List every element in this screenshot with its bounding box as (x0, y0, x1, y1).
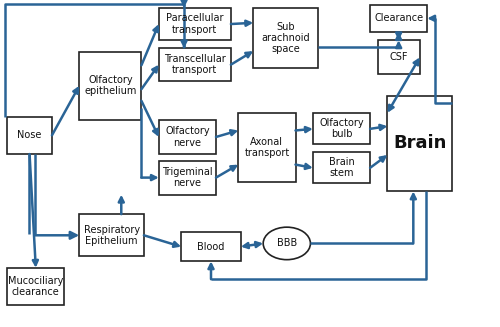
FancyBboxPatch shape (80, 214, 144, 256)
Text: Olfactory
bulb: Olfactory bulb (319, 118, 364, 139)
Text: Trigeminal
nerve: Trigeminal nerve (162, 167, 212, 188)
FancyBboxPatch shape (313, 152, 370, 183)
FancyBboxPatch shape (7, 117, 52, 154)
Text: Olfactory
epithelium: Olfactory epithelium (84, 75, 136, 96)
FancyBboxPatch shape (378, 40, 420, 75)
FancyBboxPatch shape (181, 232, 241, 261)
FancyBboxPatch shape (159, 48, 231, 81)
Text: Clearance: Clearance (374, 13, 423, 23)
Text: Mucociliary
clearance: Mucociliary clearance (8, 276, 64, 297)
Text: Transcellular
transport: Transcellular transport (164, 54, 226, 75)
FancyBboxPatch shape (370, 5, 427, 32)
FancyBboxPatch shape (313, 113, 370, 144)
Text: BBB: BBB (276, 238, 297, 249)
Text: Blood: Blood (198, 242, 224, 252)
Text: Olfactory
nerve: Olfactory nerve (165, 126, 210, 147)
Text: Brain
stem: Brain stem (328, 157, 354, 179)
Text: Axonal
transport: Axonal transport (244, 137, 290, 158)
Ellipse shape (263, 227, 310, 260)
Text: Respiratory
Epithelium: Respiratory Epithelium (84, 225, 140, 246)
Text: Brain: Brain (393, 134, 446, 152)
Text: Sub
arachnoid
space: Sub arachnoid space (261, 22, 310, 54)
FancyBboxPatch shape (388, 95, 452, 191)
FancyBboxPatch shape (80, 52, 142, 120)
FancyBboxPatch shape (159, 161, 216, 195)
Text: Paracellular
transport: Paracellular transport (166, 13, 224, 35)
FancyBboxPatch shape (159, 120, 216, 154)
FancyBboxPatch shape (7, 268, 64, 305)
FancyBboxPatch shape (159, 8, 231, 40)
Text: CSF: CSF (390, 52, 408, 62)
FancyBboxPatch shape (238, 113, 296, 182)
Text: Nose: Nose (18, 130, 42, 140)
FancyBboxPatch shape (254, 8, 318, 68)
